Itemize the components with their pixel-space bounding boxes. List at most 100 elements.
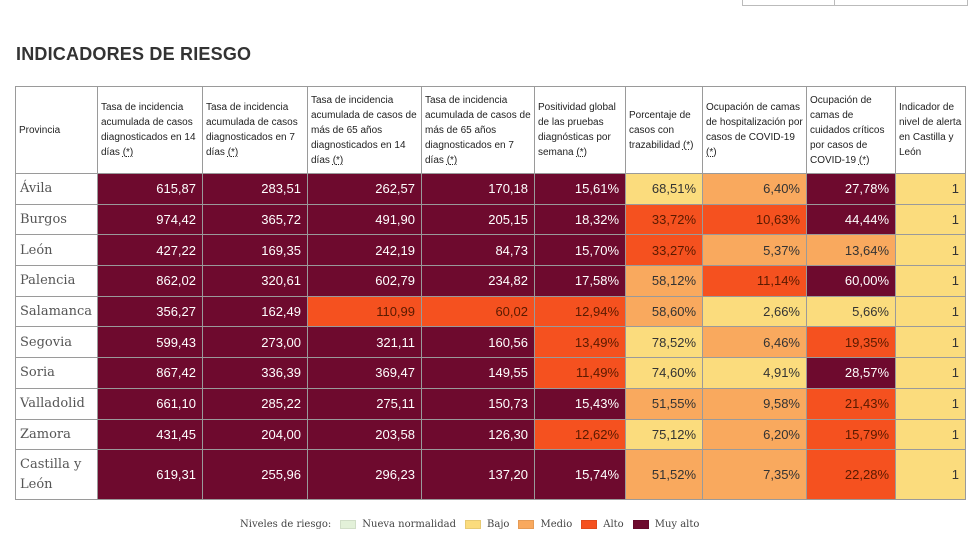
value-cell: 160,56 (421, 326, 535, 359)
province-cell: Zamora (15, 418, 98, 451)
value-cell: 68,51% (625, 173, 703, 205)
value-cell: 33,72% (625, 203, 703, 236)
header-incidencia-14d: Tasa de incidencia acumulada de casos di… (97, 86, 203, 174)
header-ref-link[interactable]: (*) (122, 147, 134, 158)
value-cell: 44,44% (806, 203, 896, 236)
legend-item-label: Medio (540, 519, 573, 530)
province-cell: Ávila (15, 173, 98, 205)
value-cell: 60,00% (806, 265, 896, 297)
table-row: Segovia 599,43 273,00 321,11 160,56 13,49% 78,… (15, 326, 966, 359)
table-row: Palencia 862,02 320,61 602,79 234,82 17,58% 58… (15, 265, 966, 297)
value-cell: 10,63% (702, 203, 807, 236)
value-cell: 2,66% (702, 295, 807, 328)
table-row: Soria 867,42 336,39 369,47 149,55 11,49% 74,60… (15, 357, 966, 389)
value-cell: 602,79 (307, 265, 422, 297)
header-ref-link[interactable]: (*) (576, 147, 587, 158)
value-cell: 320,61 (202, 265, 308, 297)
value-cell: 491,90 (307, 203, 422, 236)
value-cell: 27,78% (806, 173, 896, 205)
value-cell: 275,11 (307, 387, 422, 420)
table-row: Ávila 615,87 283,51 262,57 170,18 15,61% 68,51… (15, 173, 966, 205)
value-cell: 369,47 (307, 357, 422, 389)
header-incidencia-65-14d: Tasa de incidencia acumulada de casos de… (307, 86, 422, 174)
header-incidencia-65-7d: Tasa de incidencia acumulada de casos de… (421, 86, 535, 174)
header-ref-link[interactable]: (*) (682, 139, 694, 151)
page-title: INDICADORES DE RIESGO (16, 44, 252, 64)
header-provincia: Provincia (15, 86, 98, 174)
value-cell: 6,40% (702, 173, 807, 205)
value-cell: 1 (895, 326, 966, 359)
province-cell: León (15, 234, 98, 267)
header-nivel-alerta: Indicador de nivel de alerta en Castilla… (895, 86, 966, 174)
value-cell: 13,64% (806, 234, 896, 267)
value-cell: 5,66% (806, 295, 896, 328)
province-cell: Castilla y León (15, 449, 98, 501)
value-cell: 78,52% (625, 326, 703, 359)
value-cell: 162,49 (202, 295, 308, 328)
top-toolbar-box (742, 0, 968, 6)
value-cell: 336,39 (202, 357, 308, 389)
legend-item-label: Bajo (487, 519, 510, 530)
value-cell: 321,11 (307, 326, 422, 359)
value-cell: 169,35 (202, 234, 308, 267)
legend-item-label: Alto (603, 519, 624, 530)
value-cell: 1 (895, 387, 966, 420)
value-cell: 356,27 (97, 295, 203, 328)
value-cell: 110,99 (307, 295, 422, 328)
value-cell: 84,73 (421, 234, 535, 267)
legend-swatch (465, 520, 482, 529)
value-cell: 6,46% (702, 326, 807, 359)
value-cell: 283,51 (202, 173, 308, 205)
value-cell: 1 (895, 203, 966, 236)
header-ref-link[interactable]: (*) (227, 147, 239, 158)
value-cell: 204,00 (202, 418, 308, 451)
header-ocupacion-hospital: Ocupación de camas de hospitalización po… (702, 86, 807, 174)
value-cell: 7,35% (702, 449, 807, 501)
value-cell: 149,55 (421, 357, 535, 389)
value-cell: 1 (895, 173, 966, 205)
value-cell: 1 (895, 418, 966, 451)
header-positividad: Positividad global de las pruebas diagnó… (534, 86, 626, 174)
value-cell: 22,28% (806, 449, 896, 501)
value-cell: 1 (895, 265, 966, 297)
value-cell: 75,12% (625, 418, 703, 451)
value-cell: 1 (895, 234, 966, 267)
value-cell: 661,10 (97, 387, 203, 420)
risk-legend: Niveles de riesgo: Nueva normalidad Bajo M… (240, 519, 699, 530)
legend-item: Alto (581, 519, 624, 530)
header-ref-link[interactable]: (*) (858, 154, 870, 166)
value-cell: 33,27% (625, 234, 703, 267)
value-cell: 619,31 (97, 449, 203, 501)
table-row: Valladolid 661,10 285,22 275,11 150,73 15,43%… (15, 387, 966, 420)
value-cell: 15,43% (534, 387, 626, 420)
value-cell: 51,52% (625, 449, 703, 501)
province-cell: Salamanca (15, 295, 98, 328)
header-ref-link[interactable]: (*) (706, 147, 717, 158)
value-cell: 1 (895, 357, 966, 389)
header-ocupacion-criticos: Ocupación de camas de cuidados críticos … (806, 86, 896, 174)
value-cell: 150,73 (421, 387, 535, 420)
value-cell: 170,18 (421, 173, 535, 205)
value-cell: 51,55% (625, 387, 703, 420)
legend-label: Niveles de riesgo: (240, 519, 332, 530)
value-cell: 1 (895, 449, 966, 501)
value-cell: 203,58 (307, 418, 422, 451)
value-cell: 58,60% (625, 295, 703, 328)
value-cell: 205,15 (421, 203, 535, 236)
value-cell: 15,79% (806, 418, 896, 451)
value-cell: 15,70% (534, 234, 626, 267)
legend-item-label: Nueva normalidad (362, 519, 457, 530)
legend-item-label: Muy alto (654, 519, 700, 530)
legend-item: Bajo (465, 519, 509, 530)
value-cell: 15,74% (534, 449, 626, 501)
value-cell: 365,72 (202, 203, 308, 236)
value-cell: 262,57 (307, 173, 422, 205)
top-toolbar-divider (834, 0, 835, 5)
value-cell: 12,62% (534, 418, 626, 451)
province-cell: Palencia (15, 265, 98, 297)
header-ref-link[interactable]: (*) (332, 154, 344, 166)
value-cell: 862,02 (97, 265, 203, 297)
value-cell: 21,43% (806, 387, 896, 420)
header-ref-link[interactable]: (*) (446, 154, 458, 166)
value-cell: 431,45 (97, 418, 203, 451)
